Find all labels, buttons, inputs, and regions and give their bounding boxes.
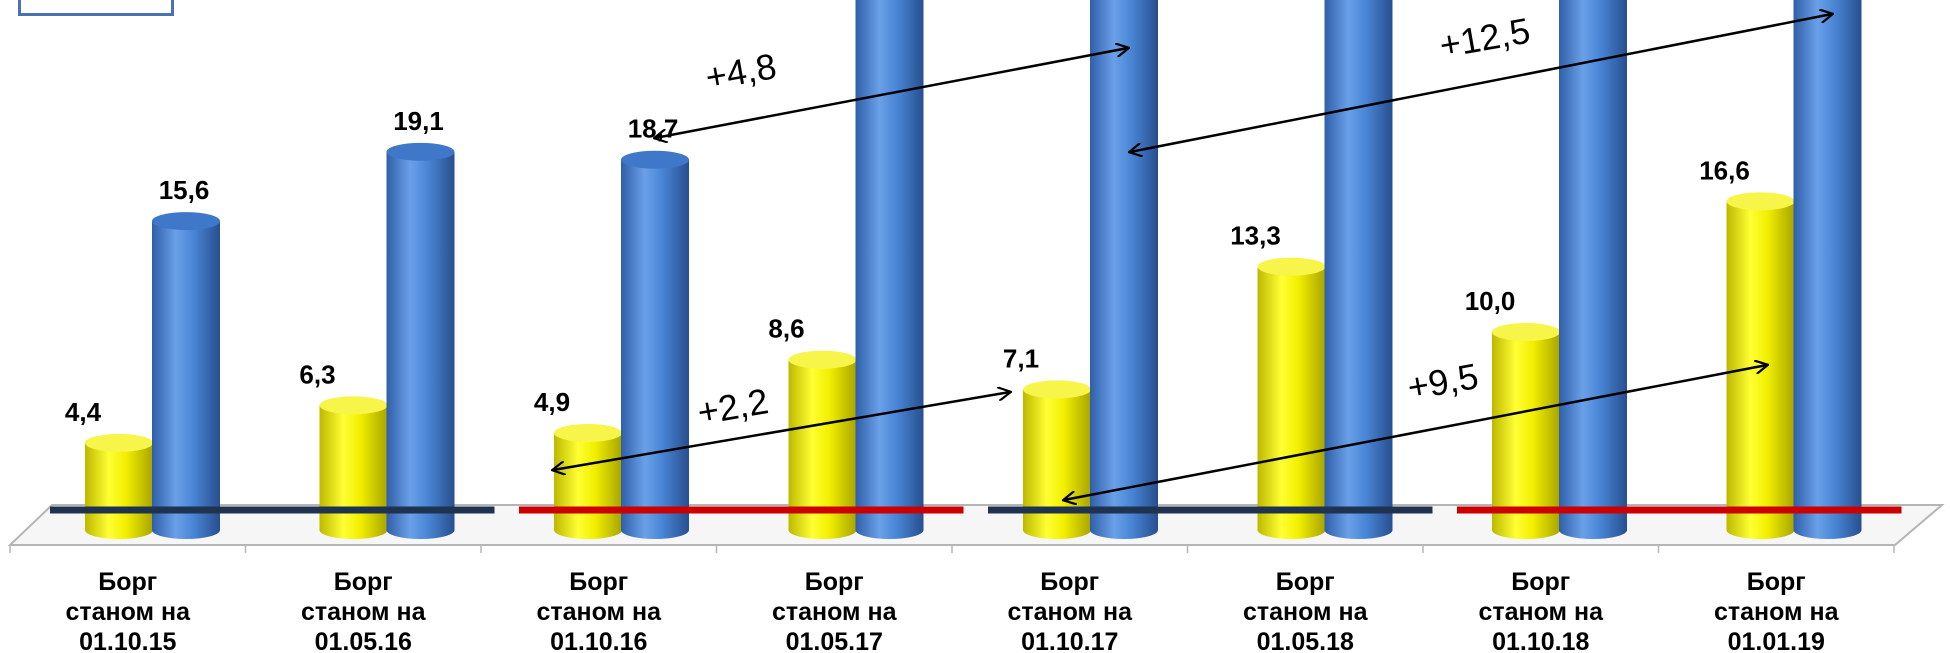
value-label: 18,7: [628, 114, 679, 144]
annotation-arrow-1: [1130, 14, 1832, 152]
bar-s1-0: [152, 212, 220, 539]
category-label-4: Борг станом на 01.10.17: [1007, 568, 1133, 653]
bar-s1-4: [1090, 0, 1158, 539]
category-label-2: Борг станом на 01.10.16: [536, 568, 662, 653]
bar-s1-5: [1324, 0, 1393, 539]
value-label: 8,6: [768, 314, 804, 344]
bar-s0-5: [1257, 257, 1326, 539]
value-label-bg: [989, 339, 1055, 378]
category-label-0: Борг станом на 01.10.15: [65, 568, 191, 653]
value-label-bg: [285, 355, 352, 394]
value-label: 4,4: [65, 397, 102, 427]
bar-s0-4: [1023, 380, 1091, 539]
value-label-bg: [51, 392, 117, 431]
value-label: 16,6: [1699, 155, 1750, 185]
value-label: 7,1: [1003, 343, 1039, 373]
category-label-6: Борг станом на 01.10.18: [1478, 568, 1604, 653]
value-label-bg: [754, 309, 821, 348]
category-label-7: Борг станом на 01.01.19: [1714, 568, 1840, 653]
bar-s0-0: [85, 433, 153, 539]
bar-s1-6: [1559, 0, 1627, 539]
annotation-label-3: +9,5: [1404, 355, 1481, 408]
value-label-bg: [152, 171, 218, 210]
value-label: 4,9: [534, 387, 570, 417]
bar-s1-1: [386, 142, 455, 539]
category-label-3: Борг станом на 01.05.17: [772, 568, 898, 653]
value-label: 6,3: [299, 359, 335, 389]
value-label: 13,3: [1230, 221, 1281, 251]
bar-s0-2: [554, 423, 622, 539]
value-label: 10,0: [1465, 286, 1516, 316]
annotation-label-2: +2,2: [694, 380, 771, 433]
corner-frame-icon: [18, 0, 174, 16]
value-label-bg: [386, 101, 453, 140]
bar-s0-1: [319, 396, 388, 539]
annotation-arrow-3: [1064, 365, 1767, 500]
annotation-label-1: +12,5: [1436, 10, 1533, 66]
value-label-bg: [1458, 282, 1524, 320]
annotation-label-0: +4,8: [702, 45, 779, 98]
bar-s1-2: [621, 150, 689, 539]
value-label: 15,6: [159, 175, 210, 205]
bar-s1-3: [855, 0, 924, 539]
annotation-arrow-0: [655, 48, 1128, 138]
category-label-5: Борг станом на 01.05.18: [1243, 568, 1369, 653]
value-label-bg: [1223, 216, 1290, 255]
value-label-bg: [1692, 151, 1759, 190]
value-label: 19,1: [393, 106, 444, 136]
category-label-1: Борг станом на 01.05.16: [301, 568, 427, 653]
bar-s1-7: [1793, 0, 1862, 539]
annotation-arrow-2: [553, 392, 1010, 470]
